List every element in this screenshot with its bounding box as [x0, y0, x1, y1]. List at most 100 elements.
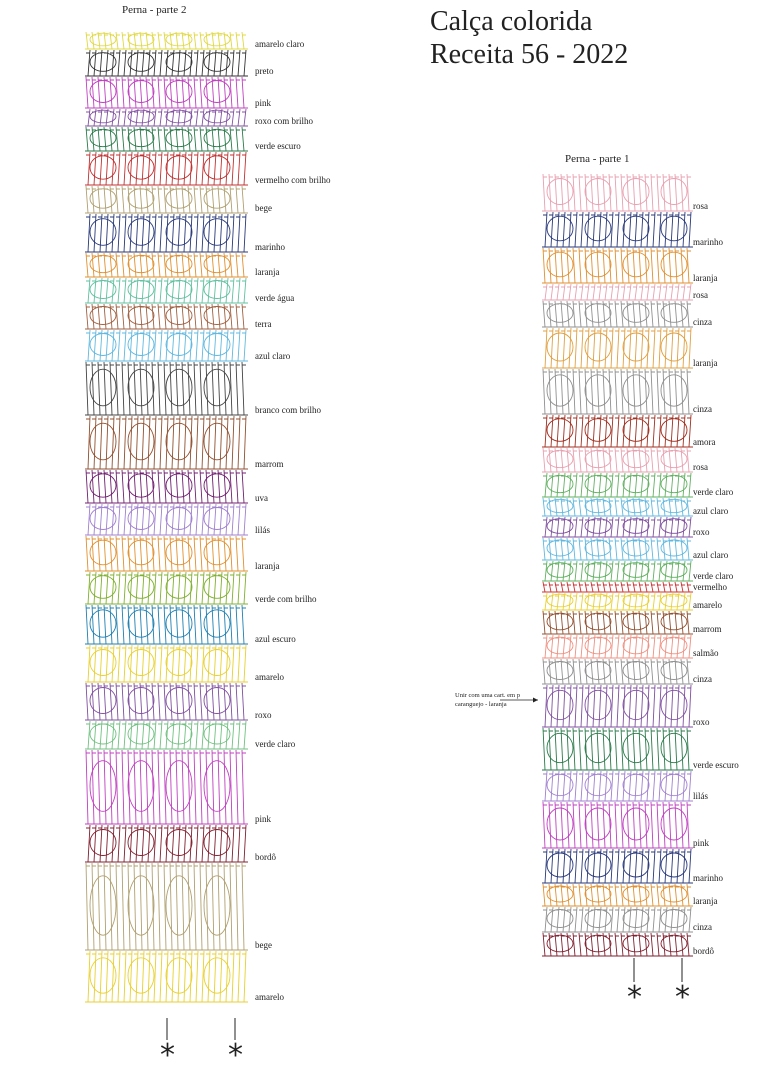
stitch-motif [203, 575, 231, 599]
stitch-motif [546, 474, 574, 494]
stitch-motif [89, 280, 117, 299]
stitch-row [85, 720, 248, 750]
color-label: bordô [693, 946, 714, 956]
stitch-motif [584, 562, 612, 578]
stitch-motif [89, 575, 117, 599]
stitch-motif [622, 732, 650, 764]
color-label: preto [255, 66, 274, 76]
stitch-motif [89, 539, 117, 566]
stitch-motif [127, 723, 155, 745]
color-label: marinho [693, 873, 723, 883]
stitch-motif [89, 155, 117, 180]
stitch-motif [203, 539, 231, 566]
stitch-motif [89, 473, 117, 498]
stitch-motif [89, 188, 117, 209]
stitch-motif [165, 306, 193, 325]
stitch-motif [203, 649, 231, 676]
stitch-motif [546, 449, 574, 469]
stitch-motif [127, 829, 155, 856]
stitch-motif [660, 593, 688, 608]
stitch-row [542, 684, 693, 728]
stitch-motif [165, 829, 193, 856]
stitch-motif [546, 332, 574, 362]
color-label: amarelo claro [255, 39, 305, 49]
stitch-motif [165, 575, 193, 599]
stitch-motif [165, 333, 193, 356]
stitch-motif [546, 689, 574, 721]
stitch-motif [622, 178, 650, 205]
stitch-motif [584, 612, 612, 631]
stitch-motif [203, 609, 231, 638]
stitch-row [542, 173, 693, 212]
stitch-motif [622, 773, 650, 797]
stitch-motif [127, 687, 155, 714]
color-label: marrom [693, 624, 722, 634]
stitch-motif [546, 562, 574, 578]
stitch-row [542, 300, 693, 328]
stitch-motif [660, 807, 688, 841]
color-label: laranja [693, 273, 717, 283]
stitch-motif [89, 128, 117, 148]
stitch-row [542, 414, 693, 448]
color-label: lilás [693, 791, 708, 801]
stitch-motif [622, 612, 650, 631]
stitch-motif [165, 649, 193, 676]
color-label: uva [255, 493, 268, 503]
stitch-motif [584, 689, 612, 721]
stitch-motif [584, 807, 612, 841]
stitch-motif [203, 128, 231, 148]
stitch-row [85, 126, 248, 152]
stitch-row [85, 329, 248, 362]
stitch-motif [203, 760, 231, 812]
stitch-motif [660, 418, 688, 442]
color-label: marinho [693, 237, 723, 247]
asterisk: * [228, 1038, 243, 1072]
color-label: salmão [693, 648, 719, 658]
stitch-motif [89, 687, 117, 714]
stitch-motif [584, 498, 612, 514]
color-label: amarelo [255, 672, 284, 682]
stitch-motif [127, 649, 155, 676]
stitch-motif [89, 254, 117, 274]
color-label: amarelo [255, 992, 284, 1002]
stitch-motif [127, 422, 155, 461]
stitch-motif [127, 609, 155, 638]
color-label: cinza [693, 317, 712, 327]
stitch-motif [89, 32, 117, 47]
stitch-motif [660, 474, 688, 494]
stitch-motif [546, 807, 574, 841]
stitch-motif [165, 188, 193, 209]
color-label: laranja [693, 896, 717, 906]
color-label: rosa [693, 201, 708, 211]
stitch-motif [546, 539, 574, 557]
stitch-motif [660, 303, 688, 323]
color-label: roxo com brilho [255, 116, 313, 126]
stitch-motif [203, 829, 231, 856]
stitch-motif [622, 909, 650, 928]
arrow-head [533, 697, 538, 703]
color-label: laranja [255, 561, 279, 571]
stitch-motif [89, 368, 117, 407]
stitch-motif [622, 807, 650, 841]
stitch-row [85, 604, 248, 645]
stitch-row [542, 516, 693, 538]
color-label: cinza [693, 674, 712, 684]
stitch-row [85, 151, 248, 186]
stitch-row [542, 581, 693, 593]
stitch-motif [660, 251, 688, 278]
stitch-motif [584, 661, 612, 680]
stitch-motif [584, 636, 612, 655]
color-label: marinho [255, 242, 285, 252]
stitch-motif [622, 885, 650, 903]
stitch-motif [622, 852, 650, 878]
color-label: pink [693, 838, 710, 848]
stitch-row [85, 361, 248, 416]
stitch-motif [660, 773, 688, 797]
stitch-motif [89, 333, 117, 356]
stitch-motif [660, 374, 688, 407]
stitch-motif [203, 280, 231, 299]
stitch-motif [127, 32, 155, 47]
stitch-row [542, 537, 693, 561]
stitch-row [85, 824, 248, 863]
stitch-row [85, 503, 248, 536]
